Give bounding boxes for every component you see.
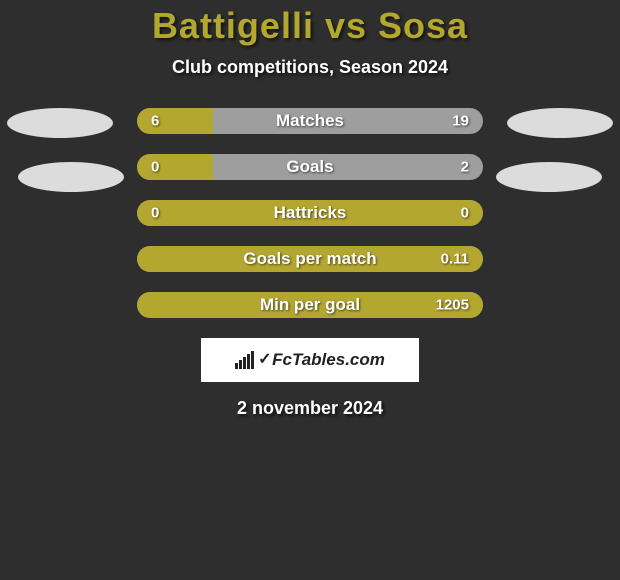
- stat-label: Goals per match: [137, 249, 483, 269]
- stats-area: 6 Matches 19 0 Goals 2 0 Hattricks 0 Goa…: [0, 108, 620, 318]
- stat-label: Hattricks: [137, 203, 483, 223]
- stat-bar-goals: 0 Goals 2: [137, 154, 483, 180]
- stat-right-value: 2: [461, 159, 469, 176]
- stat-right-value: 0: [461, 205, 469, 222]
- stat-bar-matches: 6 Matches 19: [137, 108, 483, 134]
- stat-bar-hattricks: 0 Hattricks 0: [137, 200, 483, 226]
- stat-right-value: 0.11: [441, 251, 469, 268]
- bar-chart-icon: [235, 351, 254, 369]
- stat-label: Min per goal: [137, 295, 483, 315]
- stat-bar-goals-per-match: Goals per match 0.11: [137, 246, 483, 272]
- page-subtitle: Club competitions, Season 2024: [0, 57, 620, 78]
- stat-label: Matches: [137, 111, 483, 131]
- stat-bar-min-per-goal: Min per goal 1205: [137, 292, 483, 318]
- root-container: Battigelli vs Sosa Club competitions, Se…: [0, 0, 620, 419]
- team-logo-placeholder-right-1: [507, 108, 613, 138]
- page-title: Battigelli vs Sosa: [0, 5, 620, 47]
- brand-text: FcTables.com: [272, 350, 385, 370]
- stat-right-value: 19: [452, 113, 469, 130]
- team-logo-placeholder-left-2: [18, 162, 124, 192]
- stat-right-value: 1205: [436, 297, 469, 314]
- team-logo-placeholder-right-2: [496, 162, 602, 192]
- brand-box: FcTables.com: [201, 338, 419, 382]
- footer-date: 2 november 2024: [0, 398, 620, 419]
- stat-label: Goals: [137, 157, 483, 177]
- team-logo-placeholder-left-1: [7, 108, 113, 138]
- checkmark-icon: [260, 351, 268, 369]
